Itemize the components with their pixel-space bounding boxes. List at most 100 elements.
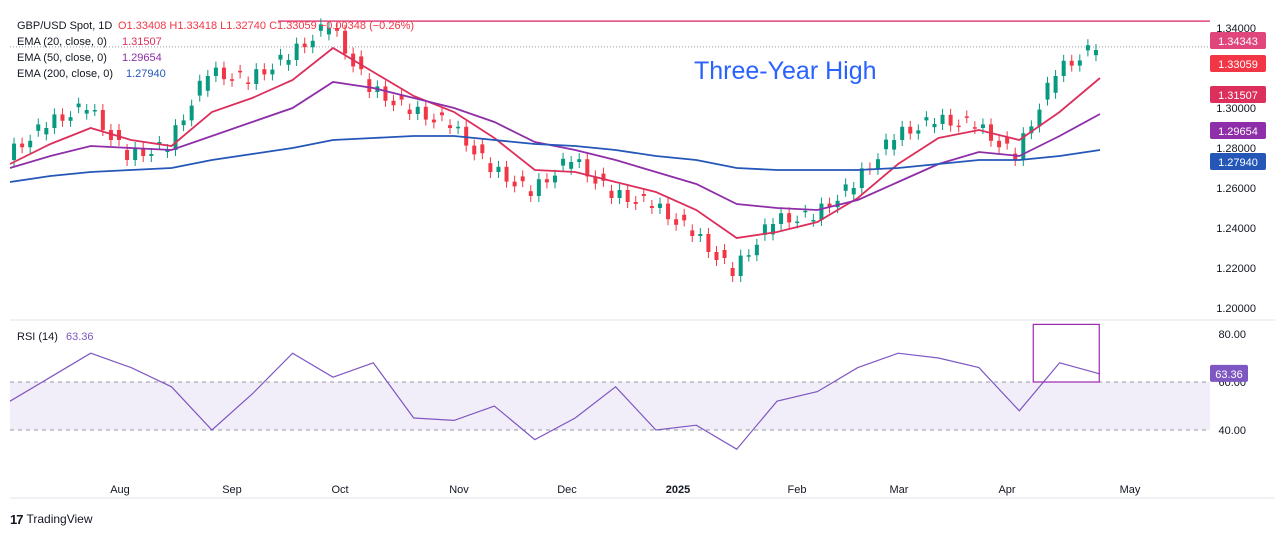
price-tag-label: 1.34343 [1218, 36, 1258, 48]
candle-body [875, 159, 880, 169]
candle-body [561, 158, 566, 166]
candle-body [117, 130, 121, 140]
ema200-value: 1.27940 [126, 68, 166, 80]
price-tick-label: 1.26000 [1216, 183, 1256, 195]
candle-body [326, 28, 331, 35]
rsi-label[interactable]: RSI (14) [17, 331, 58, 343]
candle-body [439, 112, 444, 116]
price-tick-label: 1.30000 [1216, 103, 1256, 115]
candle-body [60, 114, 65, 121]
tradingview-logo[interactable]: 17 TradingView [10, 510, 93, 528]
candle-body [68, 117, 73, 121]
three-year-high-annotation: Three-Year High [694, 57, 877, 85]
ema50-line [9, 81, 1101, 211]
candle-body [884, 139, 889, 150]
candle-body [383, 86, 388, 101]
candle-body [593, 176, 598, 184]
candle-body [827, 203, 832, 208]
price-tag [1210, 153, 1266, 170]
candle-body [512, 181, 517, 187]
candle-body [335, 28, 339, 31]
candle-body [189, 105, 194, 121]
ema20-line [9, 46, 1101, 239]
rsi-tick-label: 40.00 [1218, 425, 1246, 437]
ema200-label[interactable]: EMA (200, close, 0) [17, 68, 113, 80]
candle-body [1077, 60, 1082, 66]
candle-body [690, 230, 695, 236]
candle-body [964, 116, 969, 118]
candle-body [835, 200, 840, 208]
candle-body [625, 190, 630, 202]
candle-body [601, 173, 606, 181]
candle-body [520, 176, 525, 182]
candle-body [795, 221, 800, 224]
candle-body [165, 150, 170, 152]
candle-body [318, 24, 323, 31]
candle-body [633, 202, 638, 204]
ohlc-readout: O1.33408 H1.33418 L1.32740 C1.33059 −0.0… [118, 20, 414, 32]
candle-body [504, 166, 509, 182]
candle-body [811, 220, 816, 222]
candle-body [762, 224, 767, 235]
ema20-label[interactable]: EMA (20, close, 0) [17, 36, 107, 48]
tradingview-brand: TradingView [26, 512, 93, 526]
candle-body [173, 125, 178, 150]
price-tag-label: 1.27940 [1218, 157, 1258, 169]
candle-body [76, 103, 81, 108]
candle-body [932, 124, 937, 128]
candle-body [84, 110, 89, 114]
candle-body [803, 210, 808, 213]
candle-body [20, 143, 25, 148]
candle-body [851, 188, 856, 195]
ema200-line [9, 135, 1101, 183]
candle-body [1029, 126, 1034, 134]
candle-body [359, 56, 364, 70]
rsi-band [10, 382, 1210, 430]
time-tick-label: Dec [557, 484, 577, 496]
candle-body [641, 194, 646, 196]
candle-body [246, 82, 251, 84]
candle-body [197, 80, 202, 96]
candle-body [698, 234, 703, 236]
candle-body [585, 159, 590, 177]
candle-body [617, 190, 622, 198]
candle-body [1085, 45, 1090, 51]
candle-body [956, 125, 961, 128]
candle-body [787, 213, 792, 223]
candle-body [133, 148, 138, 160]
candle-body [1005, 137, 1010, 144]
candle-body [28, 140, 33, 148]
candle-body [286, 60, 291, 65]
candle-body [843, 184, 848, 191]
price-tick-label: 1.20000 [1216, 303, 1256, 315]
candle-body [149, 154, 154, 156]
candle-body [819, 203, 824, 220]
candle-body [100, 110, 105, 130]
candle-body [254, 69, 259, 84]
candle-body [609, 190, 614, 198]
symbol-title: GBP/USD Spot, 1D [17, 20, 112, 32]
time-tick-label: Apr [998, 484, 1015, 496]
candle-body [399, 95, 404, 100]
candle-body [577, 159, 582, 162]
candle-body [892, 140, 897, 150]
time-tick-label: Mar [890, 484, 909, 496]
time-tick-label: 2025 [666, 484, 690, 496]
price-chart[interactable]: 1.20000 1.22000 1.24000 1.26000 1.28000 1.300… [0, 0, 1280, 505]
candle-body [92, 110, 97, 112]
rsi-value-tag [1210, 364, 1248, 382]
candle-body [714, 252, 719, 260]
candle-body [12, 143, 17, 160]
candle-body [666, 203, 671, 220]
candle-body [391, 100, 396, 106]
candle-body [771, 224, 775, 235]
ema50-label[interactable]: EMA (50, close, 0) [17, 52, 107, 64]
candle-body [997, 140, 1002, 148]
candle-body [278, 54, 283, 60]
candle-body [36, 124, 41, 131]
candle-body [682, 214, 687, 221]
candle-body [649, 206, 654, 208]
price-tag [1210, 122, 1266, 139]
candle-body [262, 69, 267, 75]
price-tag [1210, 32, 1266, 49]
